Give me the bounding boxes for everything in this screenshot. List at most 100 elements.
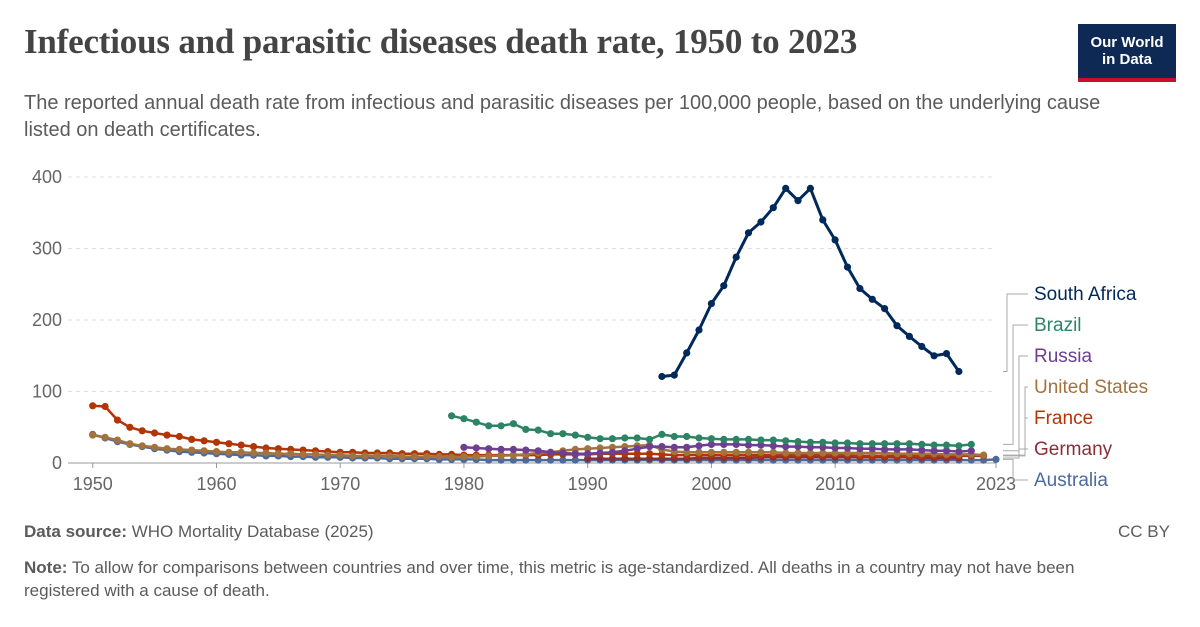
point-russia-2011[interactable] <box>843 444 852 452</box>
point-united-states-1960[interactable] <box>212 448 221 456</box>
legend-label-south-africa[interactable]: South Africa <box>1034 284 1137 305</box>
point-south-africa-2010[interactable] <box>831 236 839 244</box>
point-united-states-2007[interactable] <box>794 449 802 457</box>
point-brazil-1989[interactable] <box>571 431 579 439</box>
point-brazil-1981[interactable] <box>472 418 480 426</box>
point-brazil-1980[interactable] <box>460 415 468 423</box>
point-south-africa-2003[interactable] <box>744 229 753 237</box>
point-russia-1996[interactable] <box>658 443 666 451</box>
point-brazil-2008[interactable] <box>806 438 815 446</box>
point-russia-2018[interactable] <box>930 447 938 455</box>
point-south-africa-1996[interactable] <box>658 372 666 381</box>
point-united-states-1952[interactable] <box>113 436 122 444</box>
point-united-states-1982[interactable] <box>485 452 493 460</box>
point-united-states-1983[interactable] <box>497 452 505 460</box>
point-united-states-1998[interactable] <box>683 448 691 456</box>
point-france-1961[interactable] <box>225 440 233 448</box>
point-south-africa-2005[interactable] <box>769 204 777 212</box>
point-russia-1986[interactable] <box>534 447 542 455</box>
point-south-africa-2020[interactable] <box>955 367 963 376</box>
point-russia-1989[interactable] <box>571 450 579 458</box>
point-united-states-1966[interactable] <box>287 450 295 458</box>
point-russia-1983[interactable] <box>497 445 505 453</box>
point-russia-2013[interactable] <box>868 445 876 453</box>
legend-label-germany[interactable]: Germany <box>1034 439 1113 460</box>
point-south-africa-2018[interactable] <box>930 352 938 360</box>
point-russia-1990[interactable] <box>584 450 592 458</box>
point-united-states-1950[interactable] <box>89 431 97 439</box>
point-russia-2003[interactable] <box>744 441 753 449</box>
point-south-africa-2011[interactable] <box>843 263 852 271</box>
point-south-africa-2016[interactable] <box>905 332 914 340</box>
point-united-states-1956[interactable] <box>163 445 171 453</box>
point-united-states-1963[interactable] <box>250 449 258 457</box>
point-brazil-2009[interactable] <box>819 438 827 446</box>
point-germany-1993[interactable] <box>621 455 629 463</box>
point-brazil-2012[interactable] <box>856 440 864 448</box>
point-united-states-2001[interactable] <box>720 448 728 456</box>
legend-label-united-states[interactable]: United States <box>1034 377 1148 398</box>
point-france-1995[interactable] <box>645 450 654 458</box>
data-source-text[interactable]: WHO Mortality Database (2025) <box>131 522 374 541</box>
point-united-states-2002[interactable] <box>732 448 740 456</box>
point-brazil-2015[interactable] <box>893 440 901 448</box>
point-france-1994[interactable] <box>633 450 641 458</box>
point-russia-1980[interactable] <box>460 443 468 451</box>
legend-label-brazil[interactable]: Brazil <box>1034 315 1082 336</box>
point-germany-1994[interactable] <box>633 455 641 463</box>
point-brazil-1985[interactable] <box>522 425 530 433</box>
point-united-states-2006[interactable] <box>782 449 790 457</box>
point-france-1958[interactable] <box>188 435 196 443</box>
point-russia-2017[interactable] <box>918 446 926 454</box>
point-south-africa-2002[interactable] <box>732 253 740 261</box>
point-russia-1981[interactable] <box>472 444 480 452</box>
point-brazil-2021[interactable] <box>967 440 975 448</box>
point-united-states-1991[interactable] <box>596 444 604 452</box>
point-south-africa-2014[interactable] <box>881 305 889 313</box>
point-russia-2016[interactable] <box>905 445 914 453</box>
point-brazil-2010[interactable] <box>831 439 839 447</box>
point-france-1953[interactable] <box>126 423 134 431</box>
point-brazil-1990[interactable] <box>584 433 592 441</box>
point-russia-2012[interactable] <box>856 445 864 453</box>
point-brazil-1996[interactable] <box>658 430 666 438</box>
point-australia-1989[interactable] <box>571 456 579 464</box>
point-united-states-1969[interactable] <box>324 451 332 459</box>
point-france-1950[interactable] <box>89 402 97 410</box>
point-united-states-1980[interactable] <box>460 453 468 461</box>
point-south-africa-2019[interactable] <box>942 350 951 358</box>
point-united-states-1978[interactable] <box>435 453 443 461</box>
point-united-states-2009[interactable] <box>819 449 827 457</box>
point-brazil-2003[interactable] <box>744 435 753 443</box>
point-france-1954[interactable] <box>138 427 146 435</box>
point-south-africa-2013[interactable] <box>868 295 876 303</box>
point-russia-1985[interactable] <box>522 446 530 454</box>
point-united-states-1954[interactable] <box>138 442 146 450</box>
point-united-states-1951[interactable] <box>101 433 109 441</box>
point-brazil-2001[interactable] <box>720 435 728 443</box>
point-united-states-1965[interactable] <box>274 450 282 458</box>
point-brazil-2014[interactable] <box>881 440 889 448</box>
series-south-africa[interactable] <box>658 184 963 381</box>
point-south-africa-2001[interactable] <box>720 282 728 290</box>
point-brazil-1993[interactable] <box>621 434 629 442</box>
point-united-states-2003[interactable] <box>744 448 753 456</box>
legend-label-australia[interactable]: Australia <box>1034 470 1108 491</box>
point-russia-1988[interactable] <box>559 449 567 457</box>
point-russia-1993[interactable] <box>621 447 629 455</box>
point-brazil-1994[interactable] <box>633 434 641 442</box>
point-united-states-1973[interactable] <box>373 452 381 460</box>
legend-label-france[interactable]: France <box>1034 408 1093 429</box>
point-russia-2005[interactable] <box>769 442 777 450</box>
point-brazil-2005[interactable] <box>769 436 777 444</box>
point-united-states-1990[interactable] <box>584 445 592 453</box>
point-united-states-2022[interactable] <box>980 451 988 459</box>
point-brazil-2019[interactable] <box>942 441 951 449</box>
point-brazil-2017[interactable] <box>918 440 926 448</box>
point-russia-1998[interactable] <box>683 443 691 451</box>
point-france-1963[interactable] <box>250 443 258 451</box>
point-germany-1991[interactable] <box>596 455 604 463</box>
point-brazil-2020[interactable] <box>955 442 963 450</box>
line-south-africa[interactable] <box>661 186 961 378</box>
series-brazil[interactable] <box>448 412 975 450</box>
